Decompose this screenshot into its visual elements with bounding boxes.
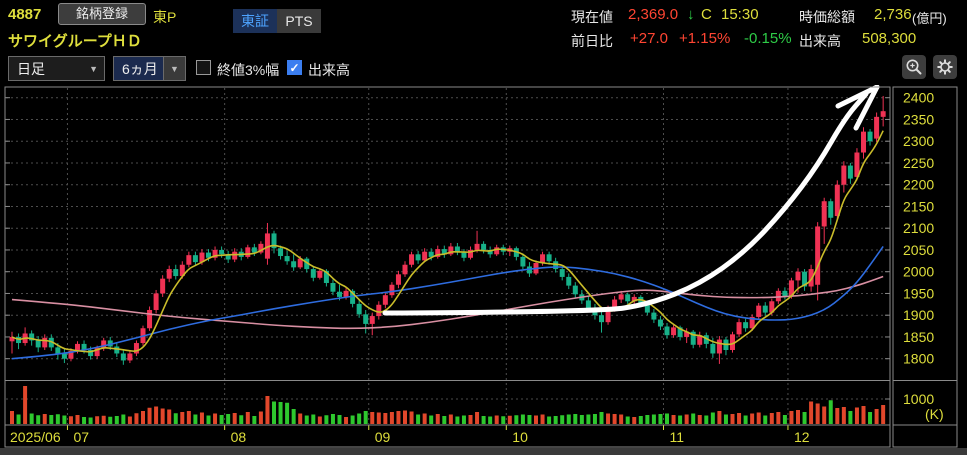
svg-text:2025/06: 2025/06: [10, 429, 61, 445]
market-cap-value: 2,736: [874, 6, 912, 23]
stock-name: サワイグループＨＤ: [8, 33, 142, 50]
chevron-down-icon: ▼: [163, 57, 185, 80]
svg-text:2350: 2350: [903, 111, 934, 127]
trend-arrow-head: [853, 84, 880, 131]
svg-text:2150: 2150: [903, 198, 934, 214]
svg-text:1000: 1000: [903, 391, 934, 407]
register-button[interactable]: 銘柄登録: [58, 3, 146, 25]
period-select[interactable]: 6ヵ月 ▼: [113, 56, 186, 81]
settings-button[interactable]: [933, 55, 957, 79]
candlestick-chart-canvas[interactable]: 2400 2350 2300 2250 2200 2150 2100 2050 2000 1950…: [0, 84, 967, 448]
change-label: 前日比: [571, 33, 613, 49]
svg-text:(K): (K): [925, 406, 944, 422]
price-direction-icon: ↓: [687, 6, 695, 23]
volume-value: 508,300: [862, 30, 917, 47]
svg-text:10: 10: [512, 429, 528, 445]
market-badge: 東P: [153, 9, 177, 25]
current-price-label: 現在値: [571, 9, 613, 25]
svg-text:1850: 1850: [903, 329, 934, 345]
gear-icon: [937, 59, 953, 75]
pts-change-percent: -0.15%: [744, 30, 792, 47]
ma-long: [11, 275, 884, 330]
timeframe-value: 日足: [17, 60, 45, 77]
svg-text:2250: 2250: [903, 155, 934, 171]
current-price-value: 2,369.0: [628, 6, 679, 23]
change-value: +27.0: [630, 30, 668, 47]
volume-label: 出来高: [799, 33, 841, 49]
svg-text:2400: 2400: [903, 90, 934, 106]
svg-text:1900: 1900: [903, 307, 934, 323]
svg-text:2200: 2200: [903, 177, 934, 193]
svg-text:1950: 1950: [903, 285, 934, 301]
svg-text:08: 08: [231, 429, 247, 445]
exchange-tabs: 東証 PTS: [233, 9, 321, 33]
change-percent: +1.15%: [679, 30, 731, 47]
ma-short: [11, 130, 884, 353]
volume-checkbox-label: 出来高: [308, 62, 350, 78]
volume-checkbox[interactable]: ✓: [287, 60, 302, 75]
period-value: 6ヵ月: [122, 60, 158, 77]
svg-text:09: 09: [375, 429, 391, 445]
zoom-button[interactable]: [902, 55, 926, 79]
price-chart[interactable]: 2400 2350 2300 2250 2200 2150 2100 2050 2000 1950…: [0, 84, 967, 448]
svg-text:07: 07: [73, 429, 89, 445]
trend-arrow-shaft: [382, 91, 869, 316]
close-range-checkbox-label: 終値3%幅: [217, 62, 280, 78]
market-cap-unit: (億円): [912, 11, 947, 26]
market-cap-label: 時価総額: [799, 9, 855, 25]
quote-time: 15:30: [721, 6, 759, 23]
chevron-down-icon: ▼: [89, 63, 98, 74]
tab-tse[interactable]: 東証: [233, 9, 277, 33]
trend-arrow-head: [835, 84, 880, 109]
bottom-bar: [0, 448, 967, 455]
timeframe-select[interactable]: 日足 ▼: [8, 56, 105, 81]
svg-text:11: 11: [670, 429, 685, 445]
stock-code: 4887: [8, 6, 42, 23]
svg-text:2000: 2000: [903, 264, 934, 280]
svg-text:1800: 1800: [903, 351, 934, 367]
svg-text:12: 12: [794, 429, 810, 445]
magnifier-icon: [906, 59, 922, 75]
svg-text:2100: 2100: [903, 220, 934, 236]
svg-text:2300: 2300: [903, 133, 934, 149]
tab-pts[interactable]: PTS: [277, 9, 321, 33]
close-range-checkbox[interactable]: [196, 60, 211, 75]
svg-text:2050: 2050: [903, 242, 934, 258]
session-close-flag: C: [701, 6, 712, 23]
